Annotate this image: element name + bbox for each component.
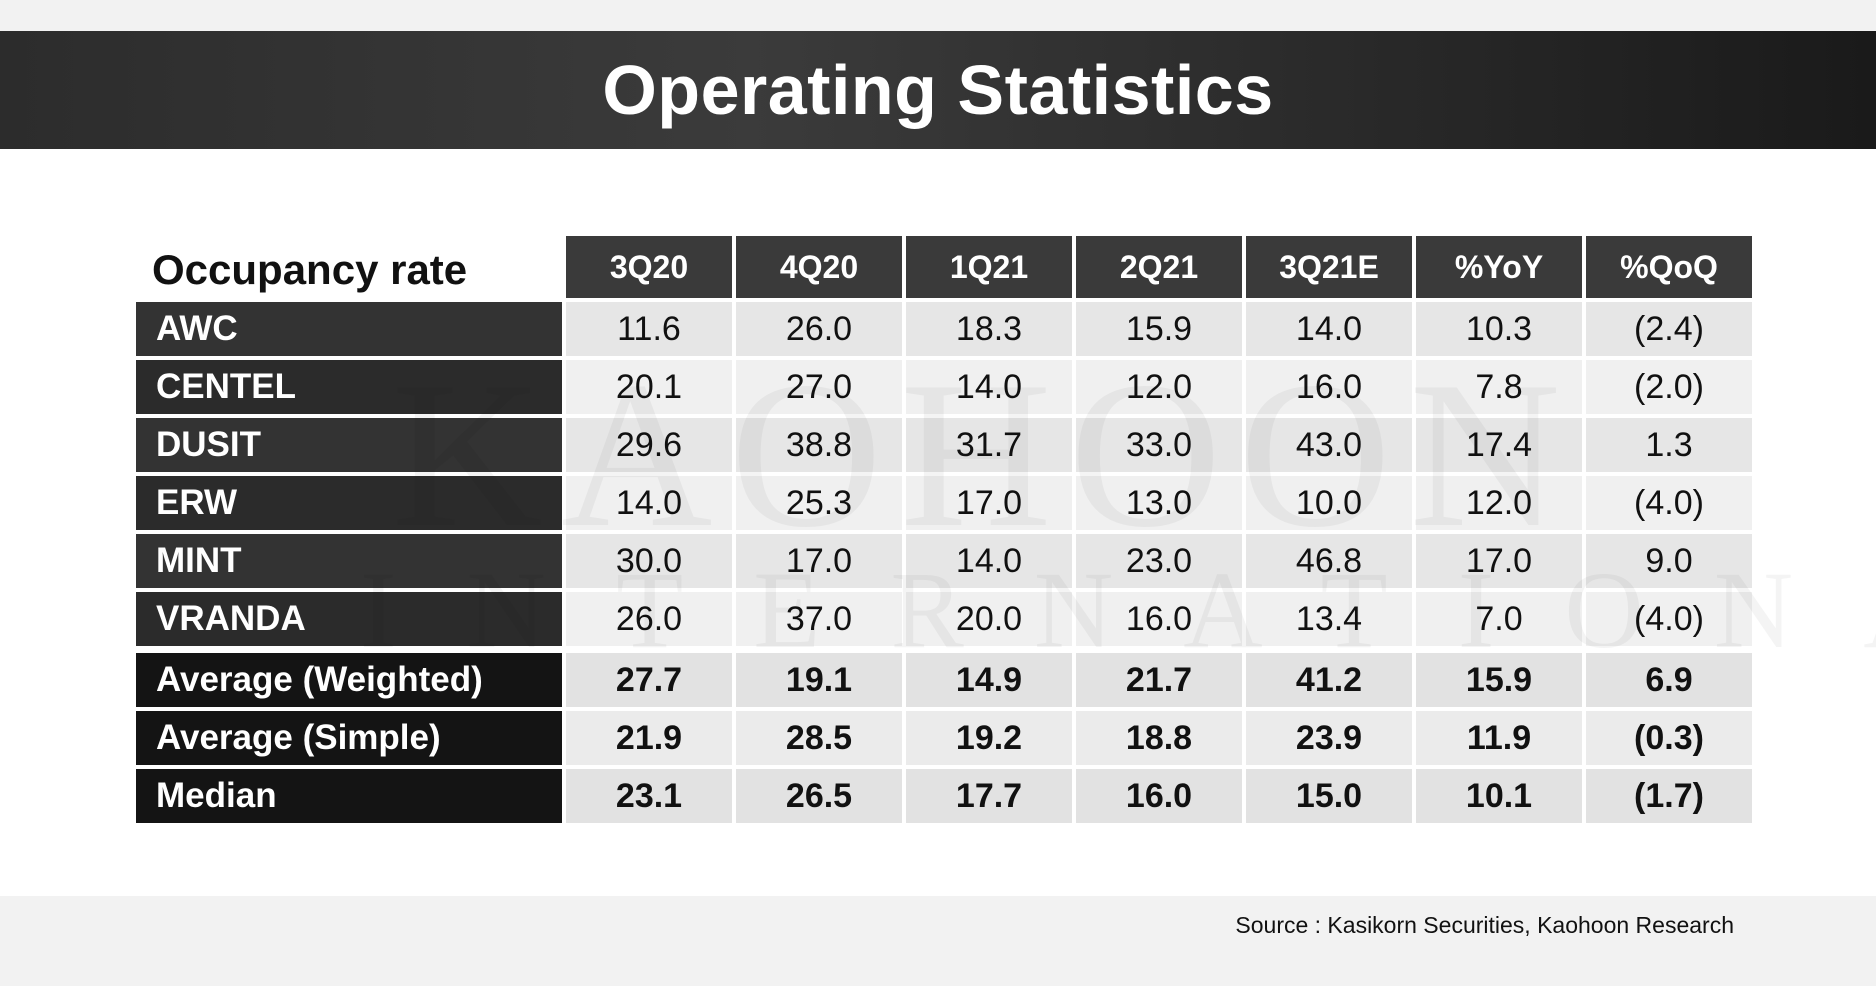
row-label: AWC xyxy=(136,302,562,356)
table-cell: 6.9 xyxy=(1586,650,1752,707)
table-row: Average (Weighted) 27.7 19.1 14.9 21.7 41.2 15… xyxy=(136,650,1752,707)
table-cell: 21.7 xyxy=(1076,650,1242,707)
table-cell: 43.0 xyxy=(1246,418,1412,472)
occupancy-table: Occupancy rate 3Q20 4Q20 1Q21 2Q21 3Q21E… xyxy=(132,232,1756,827)
table-cell: (4.0) xyxy=(1586,476,1752,530)
table-cell: 26.5 xyxy=(736,769,902,823)
table-cell: 12.0 xyxy=(1416,476,1582,530)
table-row: ERW 14.0 25.3 17.0 13.0 10.0 12.0 (4.0) xyxy=(136,476,1752,530)
table-cell: (4.0) xyxy=(1586,592,1752,646)
table-cell: (0.3) xyxy=(1586,711,1752,765)
table-cell: 20.1 xyxy=(566,360,732,414)
table-cell: 26.0 xyxy=(566,592,732,646)
row-label: Median xyxy=(136,769,562,823)
table-cell: 18.3 xyxy=(906,302,1072,356)
table-row: MINT 30.0 17.0 14.0 23.0 46.8 17.0 9.0 xyxy=(136,534,1752,588)
table-cell: 37.0 xyxy=(736,592,902,646)
row-label: ERW xyxy=(136,476,562,530)
row-label: DUSIT xyxy=(136,418,562,472)
table-cell: 10.1 xyxy=(1416,769,1582,823)
table-cell: 16.0 xyxy=(1076,592,1242,646)
column-header: %QoQ xyxy=(1586,236,1752,298)
table-cell: 26.0 xyxy=(736,302,902,356)
table-cell: 23.9 xyxy=(1246,711,1412,765)
table-cell: 38.8 xyxy=(736,418,902,472)
table-cell: 15.0 xyxy=(1246,769,1412,823)
table-cell: 46.8 xyxy=(1246,534,1412,588)
column-header: 4Q20 xyxy=(736,236,902,298)
table-cell: 7.0 xyxy=(1416,592,1582,646)
table-cell: 20.0 xyxy=(906,592,1072,646)
table-cell: 25.3 xyxy=(736,476,902,530)
table-cell: 14.0 xyxy=(906,360,1072,414)
table-cell: 14.9 xyxy=(906,650,1072,707)
table-cell: 17.0 xyxy=(906,476,1072,530)
table-row: VRANDA 26.0 37.0 20.0 16.0 13.4 7.0 (4.0) xyxy=(136,592,1752,646)
table-cell: 15.9 xyxy=(1076,302,1242,356)
table-body: AWC 11.6 26.0 18.3 15.9 14.0 10.3 (2.4) CENTEL 20… xyxy=(136,302,1752,823)
table-cell: 12.0 xyxy=(1076,360,1242,414)
table-cell: 13.0 xyxy=(1076,476,1242,530)
table-cell: 16.0 xyxy=(1246,360,1412,414)
table-cell: (2.4) xyxy=(1586,302,1752,356)
table-cell: 14.0 xyxy=(906,534,1072,588)
table-cell: 19.1 xyxy=(736,650,902,707)
table-row: DUSIT 29.6 38.8 31.7 33.0 43.0 17.4 1.3 xyxy=(136,418,1752,472)
table-cell: 17.0 xyxy=(1416,534,1582,588)
table-cell: 23.0 xyxy=(1076,534,1242,588)
table-cell: 18.8 xyxy=(1076,711,1242,765)
table-row: Median 23.1 26.5 17.7 16.0 15.0 10.1 (1.7) xyxy=(136,769,1752,823)
table-cell: 33.0 xyxy=(1076,418,1242,472)
table-header-row: Occupancy rate 3Q20 4Q20 1Q21 2Q21 3Q21E… xyxy=(136,236,1752,298)
footer xyxy=(0,896,1876,986)
table-cell: 16.0 xyxy=(1076,769,1242,823)
table-cell: 14.0 xyxy=(566,476,732,530)
table-cell: 41.2 xyxy=(1246,650,1412,707)
table-cell: 14.0 xyxy=(1246,302,1412,356)
table-cell: 19.2 xyxy=(906,711,1072,765)
table-cell: 1.3 xyxy=(1586,418,1752,472)
table-row: AWC 11.6 26.0 18.3 15.9 14.0 10.3 (2.4) xyxy=(136,302,1752,356)
table-cell: 28.5 xyxy=(736,711,902,765)
table-cell: 17.4 xyxy=(1416,418,1582,472)
table-row: CENTEL 20.1 27.0 14.0 12.0 16.0 7.8 (2.0) xyxy=(136,360,1752,414)
column-header: %YoY xyxy=(1416,236,1582,298)
row-label: VRANDA xyxy=(136,592,562,646)
table-cell: 23.1 xyxy=(566,769,732,823)
row-label: Average (Simple) xyxy=(136,711,562,765)
table-cell: 15.9 xyxy=(1416,650,1582,707)
table-cell: 27.0 xyxy=(736,360,902,414)
table-row: Average (Simple) 21.9 28.5 19.2 18.8 23.9 11.9… xyxy=(136,711,1752,765)
table-cell: 27.7 xyxy=(566,650,732,707)
table-cell: 13.4 xyxy=(1246,592,1412,646)
row-header-title: Occupancy rate xyxy=(136,236,562,298)
row-label: CENTEL xyxy=(136,360,562,414)
table-cell: 10.3 xyxy=(1416,302,1582,356)
table-cell: 11.6 xyxy=(566,302,732,356)
source-note: Source : Kasikorn Securities, Kaohoon Re… xyxy=(1235,912,1734,938)
table-cell: 10.0 xyxy=(1246,476,1412,530)
row-label: MINT xyxy=(136,534,562,588)
table-cell: 29.6 xyxy=(566,418,732,472)
table-cell: 21.9 xyxy=(566,711,732,765)
table-cell: (2.0) xyxy=(1586,360,1752,414)
table-cell: 9.0 xyxy=(1586,534,1752,588)
page-title: Operating Statistics xyxy=(602,51,1274,129)
column-header: 1Q21 xyxy=(906,236,1072,298)
column-header: 3Q21E xyxy=(1246,236,1412,298)
table-cell: 30.0 xyxy=(566,534,732,588)
title-banner: Operating Statistics xyxy=(0,31,1876,149)
table-cell: 17.7 xyxy=(906,769,1072,823)
table-cell: 17.0 xyxy=(736,534,902,588)
column-header: 3Q20 xyxy=(566,236,732,298)
table-cell: 31.7 xyxy=(906,418,1072,472)
row-label: Average (Weighted) xyxy=(136,650,562,707)
table-cell: 7.8 xyxy=(1416,360,1582,414)
column-header: 2Q21 xyxy=(1076,236,1242,298)
table-cell: (1.7) xyxy=(1586,769,1752,823)
table-cell: 11.9 xyxy=(1416,711,1582,765)
